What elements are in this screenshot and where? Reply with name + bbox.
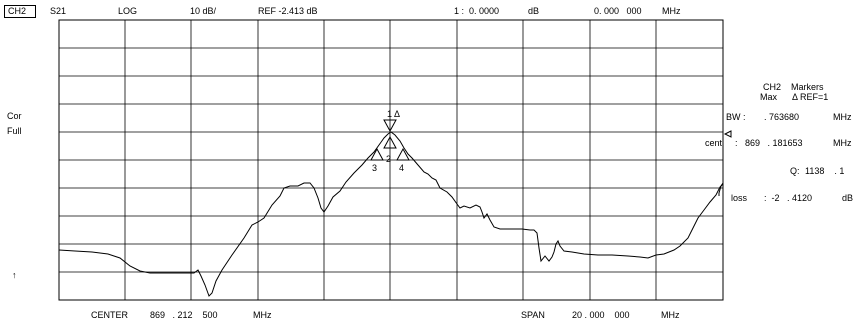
marker-4-label: 4	[399, 163, 404, 173]
center-label: CENTER	[91, 310, 129, 320]
marker-3-label: 3	[372, 163, 377, 173]
marker-2-icon	[383, 135, 397, 149]
cent-marker-icon	[723, 130, 732, 138]
s21-trace	[58, 131, 724, 297]
marker-3-icon	[370, 147, 384, 161]
channel-indicator[interactable]: CH2	[4, 5, 36, 18]
span-label: SPAN	[521, 310, 545, 320]
q-label: Q:	[790, 166, 800, 176]
bw-value: . 763680	[764, 112, 800, 122]
trace-markers	[370, 119, 732, 196]
reference-label: REF -2.413 dB	[258, 6, 318, 16]
marker-frequency: 0. 000 000	[594, 6, 642, 16]
bw-unit: MHz	[833, 112, 852, 122]
ref-position-arrow-icon: ↑	[12, 270, 17, 280]
channel-label: CH2	[8, 6, 27, 16]
span-unit: MHz	[661, 310, 680, 320]
markers-panel-mode: Max Δ REF=1	[760, 92, 829, 102]
center-frequency: 869 . 212 500	[150, 310, 218, 320]
correction-label: Cor	[7, 111, 22, 121]
q-value: 1138 . 1	[805, 166, 845, 176]
cent-label: cent	[705, 138, 723, 148]
marker-frequency-unit: MHz	[662, 6, 681, 16]
loss-label: loss	[731, 193, 748, 203]
scale-label: 10 dB/	[190, 6, 217, 16]
marker-1-label: 1 Δ	[387, 109, 400, 119]
center-unit: MHz	[253, 310, 272, 320]
loss-marker-icon	[718, 182, 724, 196]
cent-value: : 869 . 181653	[735, 138, 803, 148]
marker-numbers: 1 Δ 2 3 4	[372, 109, 404, 173]
marker-4-icon	[396, 147, 410, 161]
markers-panel-title: CH2 Markers	[763, 82, 824, 92]
format-label: LOG	[118, 6, 138, 16]
span-value: 20 . 000 000	[572, 310, 630, 320]
marker-2-label: 2	[386, 154, 391, 164]
parameter-label: S21	[50, 6, 67, 16]
marker-readout: 1 : 0. 0000	[454, 6, 500, 16]
bw-label: BW :	[726, 112, 746, 122]
loss-value: : -2 . 4120	[764, 193, 813, 203]
marker-readout-unit: dB	[528, 6, 540, 16]
loss-unit: dB	[842, 193, 854, 203]
full-label: Full	[7, 126, 22, 136]
cent-unit: MHz	[833, 138, 852, 148]
marker-1-icon	[383, 119, 397, 133]
